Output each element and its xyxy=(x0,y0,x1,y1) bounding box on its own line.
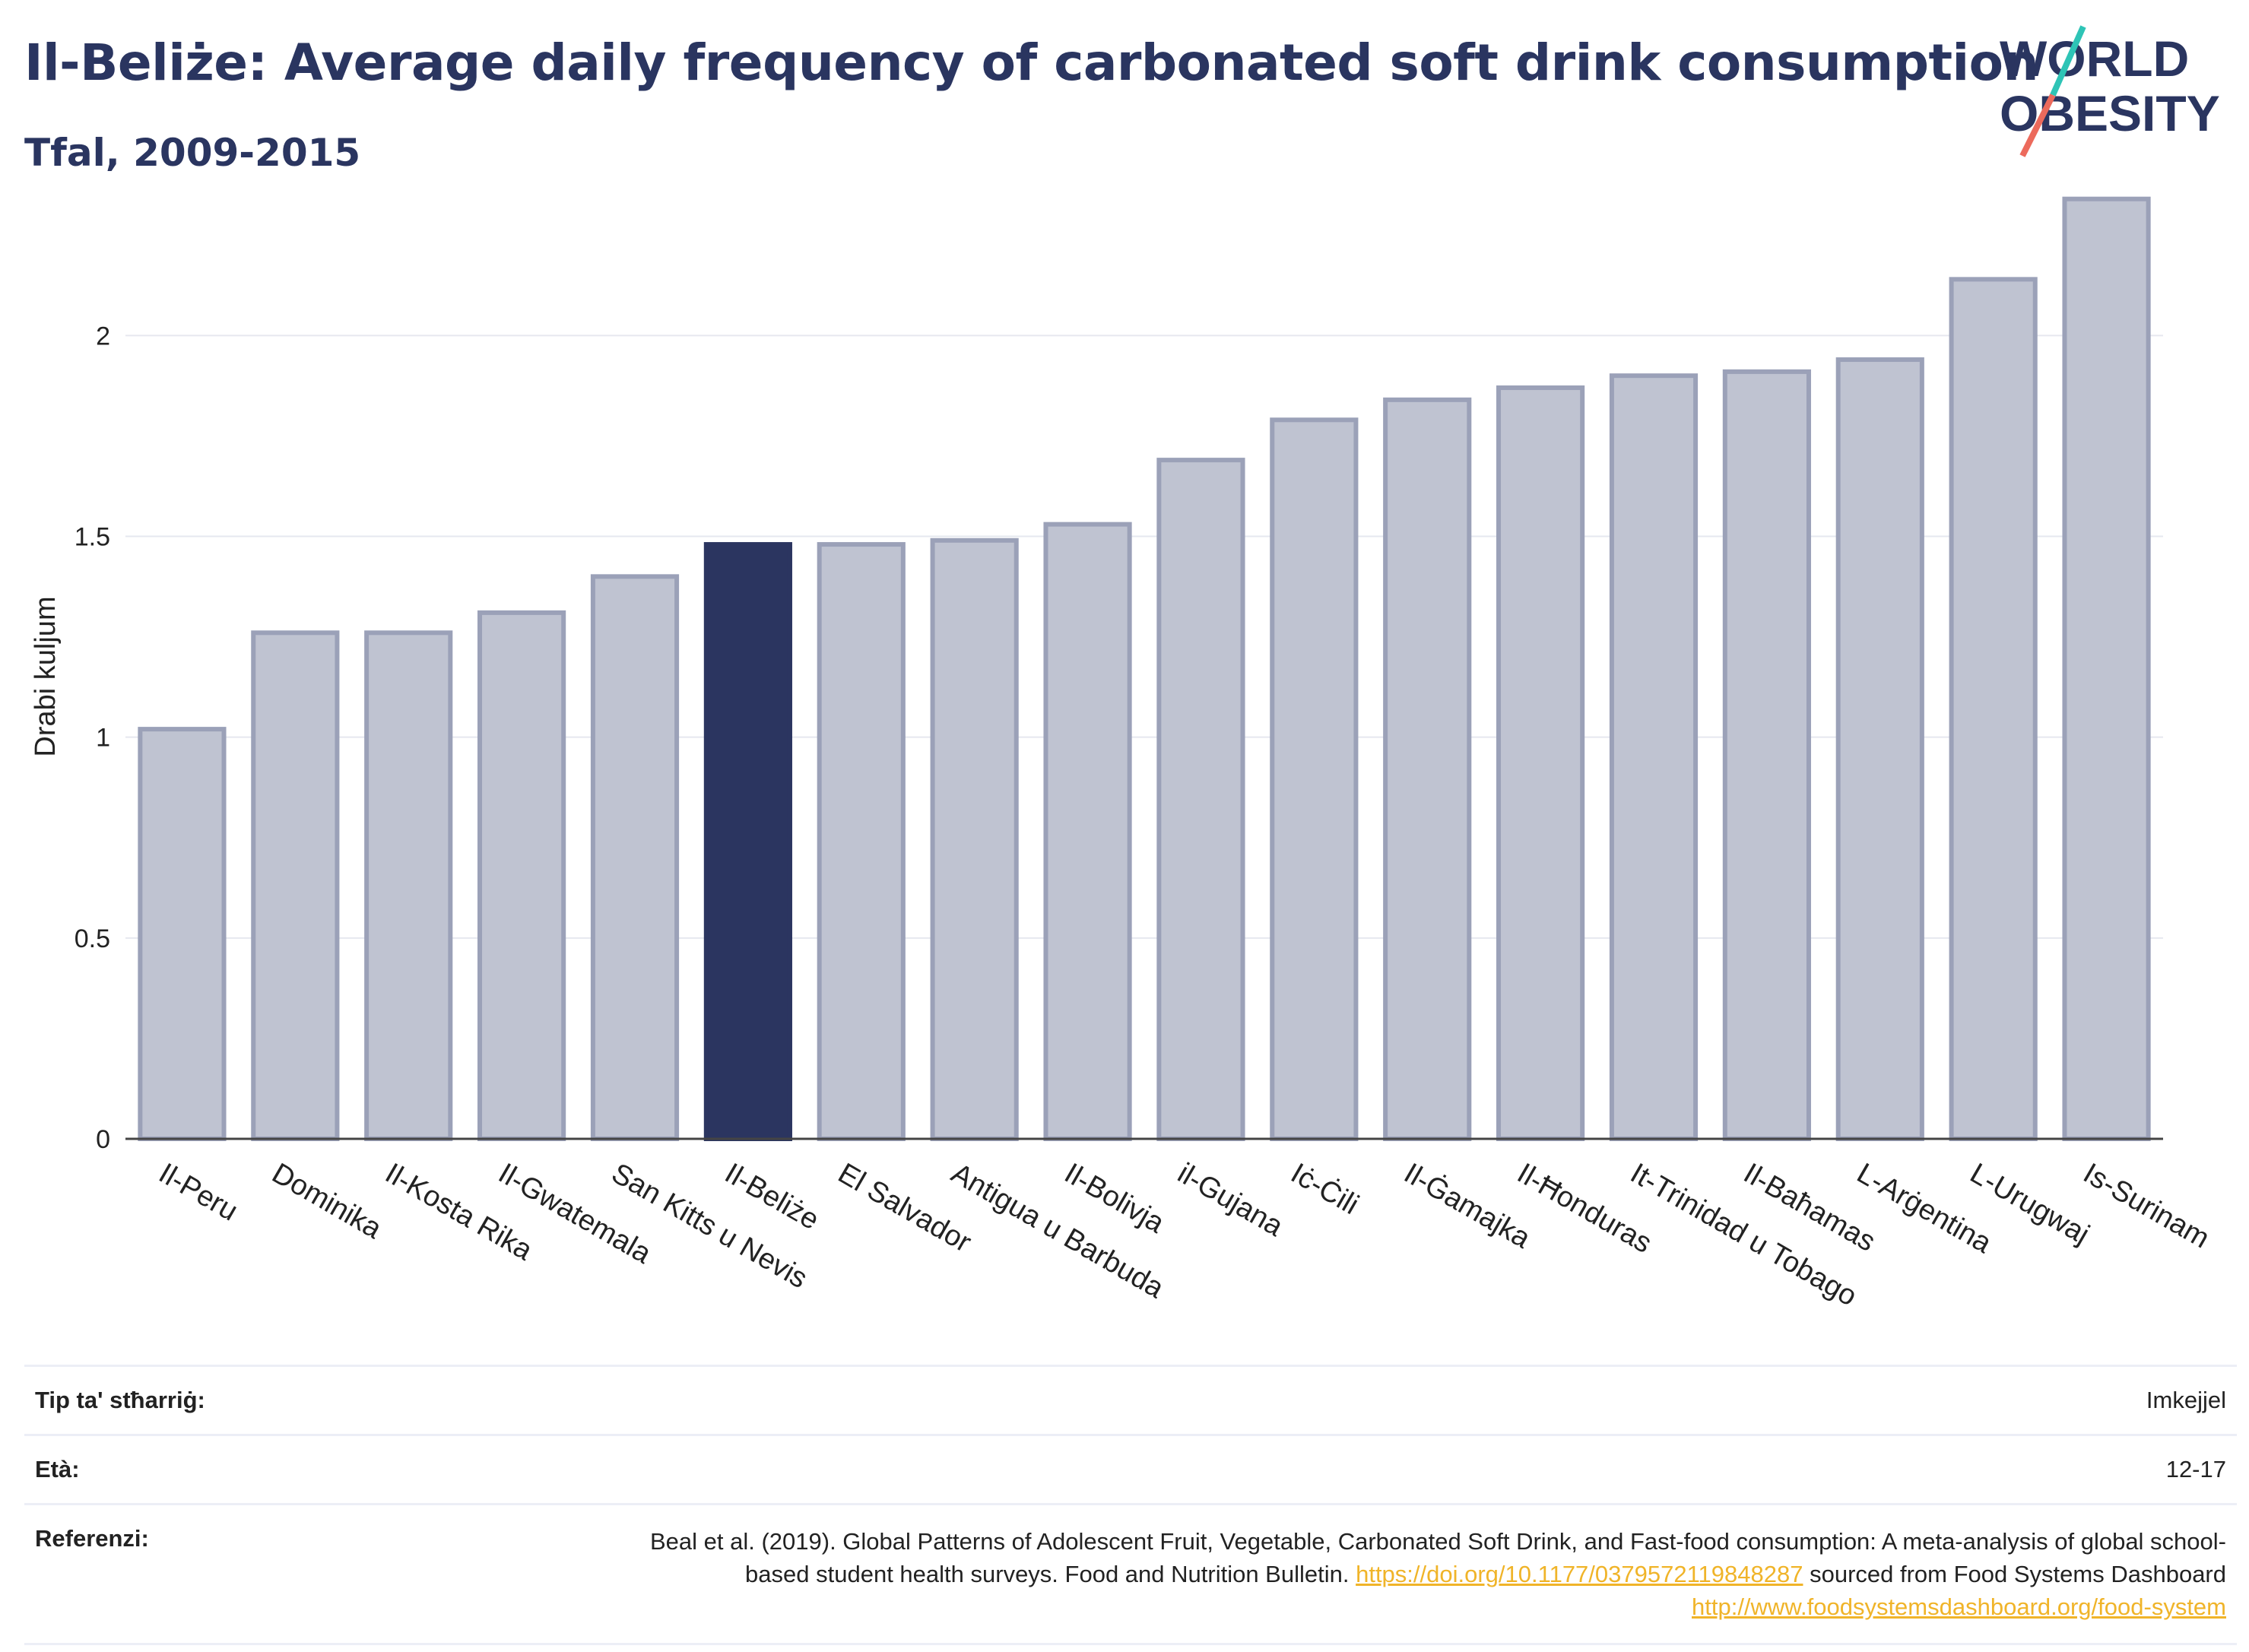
bar xyxy=(1270,417,1359,1141)
y-tick-label: 0 xyxy=(96,1125,110,1154)
bar xyxy=(477,610,566,1141)
x-tick-label: Is-Surinam xyxy=(2078,1157,2215,1254)
y-tick-labels: 0 0.5 1 1.5 2 xyxy=(75,322,110,1154)
info-table: Tip ta' stħarriġ: Imkejjel Età: 12-17 Re… xyxy=(24,1365,2237,1645)
age-value: 12-17 xyxy=(2165,1456,2226,1482)
y-tick-label: 0.5 xyxy=(75,924,110,953)
logo-slash-coral xyxy=(2019,94,2056,157)
bar xyxy=(1496,385,1585,1141)
reference-source: sourced from Food Systems Dashboard xyxy=(1810,1561,2226,1587)
bar xyxy=(1156,458,1245,1141)
bar xyxy=(817,542,906,1141)
dashboard-link[interactable]: http://www.foodsystemsdashboard.org/food… xyxy=(1692,1593,2226,1620)
bars xyxy=(138,196,2151,1142)
references-label: Referenzi: xyxy=(35,1525,149,1552)
chart-subtitle: Tfal, 2009-2015 xyxy=(24,131,361,175)
logo-text-world: WORLD xyxy=(2000,30,2189,87)
x-tick-label: Antigua u Barbuda xyxy=(946,1157,1169,1305)
chart-title: Il-Beliże: Average daily frequency of ca… xyxy=(24,33,2038,92)
survey-type-label: Tip ta' stħarriġ: xyxy=(35,1387,205,1413)
references-row: Referenzi: Beal et al. (2019). Global Pa… xyxy=(24,1505,2237,1645)
y-axis-label: Drabi kuljum xyxy=(30,596,62,756)
bar xyxy=(2062,196,2151,1142)
x-tick-label: Dominika xyxy=(267,1157,388,1245)
bar xyxy=(590,574,680,1141)
reference-citation: Beal et al. (2019). Global Patterns of A… xyxy=(649,1528,2226,1587)
bar xyxy=(930,537,1019,1141)
references-text: Beal et al. (2019). Global Patterns of A… xyxy=(630,1525,2226,1623)
x-tick-label: Iċ-Ċili xyxy=(1286,1156,1365,1222)
x-tick-label: Il-Peru xyxy=(154,1157,243,1227)
bar xyxy=(138,727,227,1141)
bar xyxy=(1609,373,1699,1141)
bar xyxy=(703,542,792,1141)
bar xyxy=(1949,277,2038,1141)
x-tick-label: il-Gujana xyxy=(1172,1157,1289,1243)
y-tick-label: 1.5 xyxy=(75,523,110,552)
world-obesity-logo: WORLD OBESITY xyxy=(2000,25,2220,157)
x-tick-label: San Kitts u Nevis xyxy=(606,1157,813,1295)
age-row: Età: 12-17 xyxy=(24,1436,2237,1505)
survey-type-row: Tip ta' stħarriġ: Imkejjel xyxy=(24,1367,2237,1436)
y-tick-label: 2 xyxy=(96,322,110,350)
survey-type-value: Imkejjel xyxy=(2146,1387,2226,1413)
grid-lines xyxy=(125,335,2163,939)
bar xyxy=(364,630,453,1141)
age-label: Età: xyxy=(35,1456,80,1482)
logo-slash-teal xyxy=(2050,25,2086,97)
x-tick-label: Il-Ġamajka xyxy=(1399,1156,1537,1255)
bar xyxy=(1835,357,1924,1141)
bar xyxy=(251,630,340,1141)
bar xyxy=(1383,397,1472,1141)
bar xyxy=(1043,522,1132,1141)
bar xyxy=(1722,369,1811,1141)
y-tick-label: 1 xyxy=(96,724,110,753)
doi-link[interactable]: https://doi.org/10.1177/0379572119848287 xyxy=(1356,1561,1803,1587)
